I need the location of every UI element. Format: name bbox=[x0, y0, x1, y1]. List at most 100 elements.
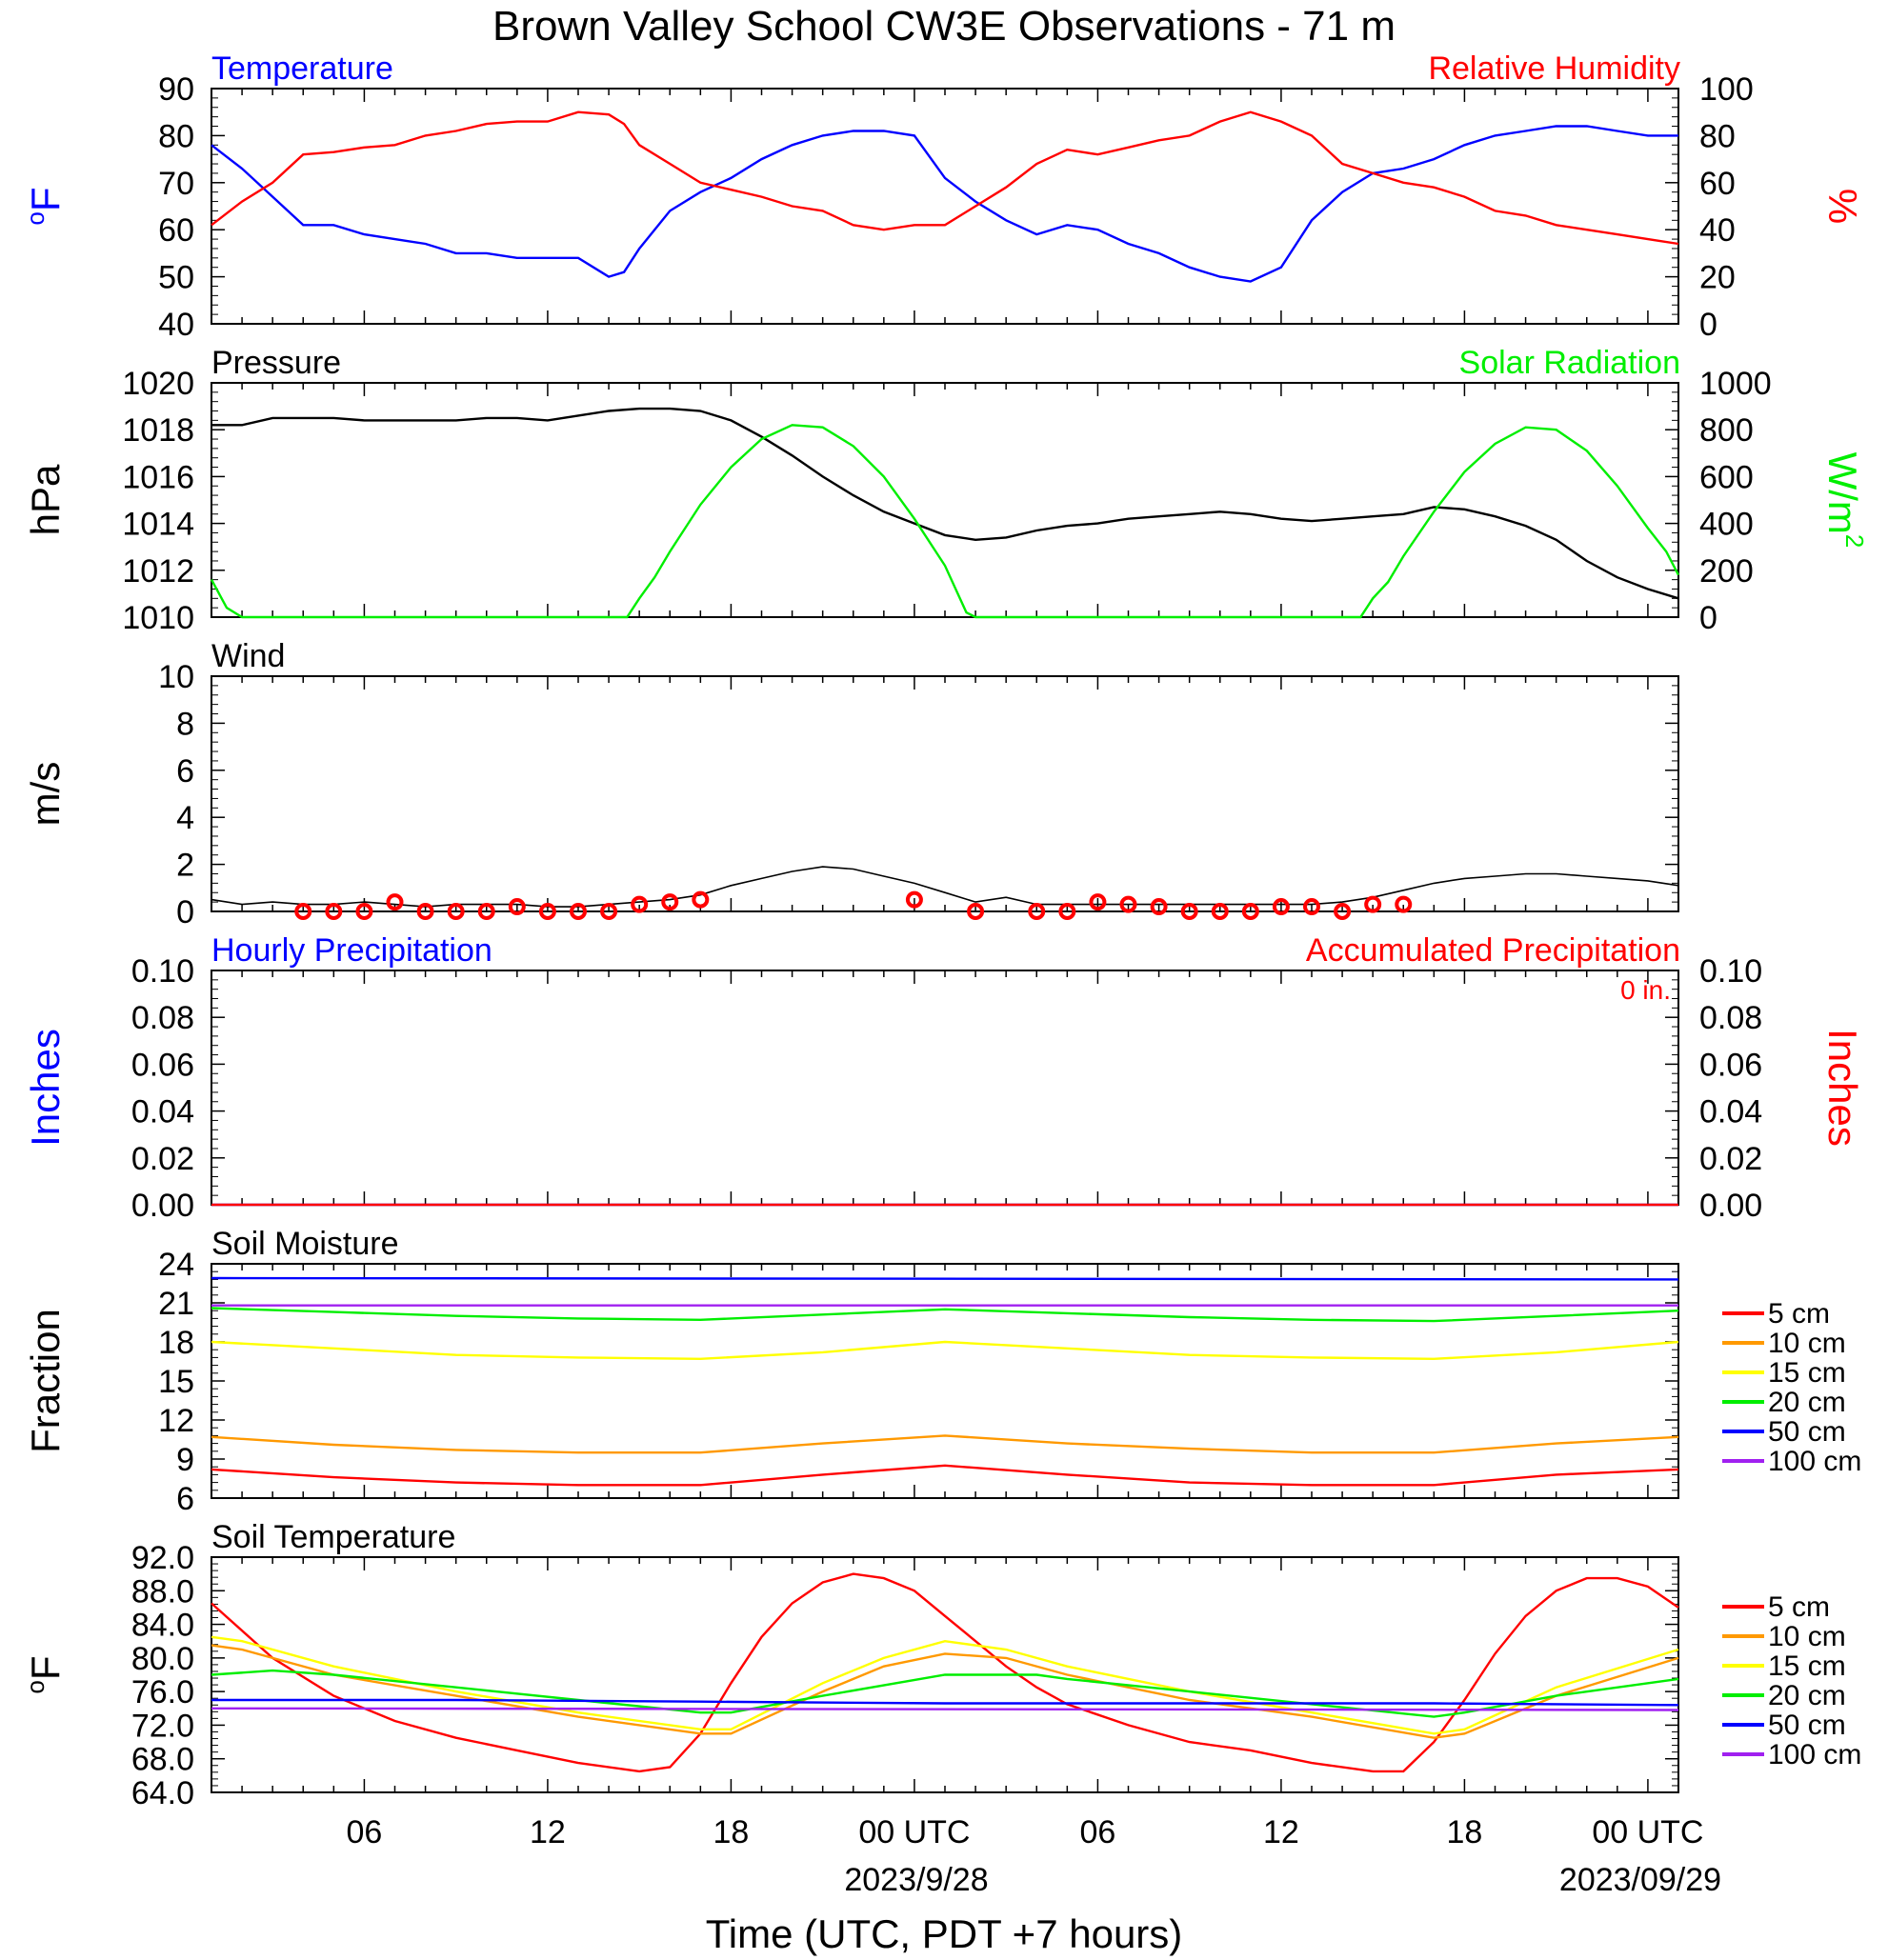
wind-calm-marker bbox=[477, 903, 495, 920]
y-tick-label-right: 0.10 bbox=[1699, 953, 1762, 990]
y-tick-label-right: 1000 bbox=[1699, 366, 1772, 402]
wind-calm-marker bbox=[661, 893, 679, 911]
series-line-temperature bbox=[211, 125, 1678, 283]
wind-calm-marker bbox=[538, 903, 556, 920]
wind-calm-marker bbox=[967, 903, 985, 920]
y-tick-label-left: 64.0 bbox=[131, 1775, 194, 1811]
series-line-10-cm bbox=[211, 1434, 1679, 1454]
y-tick-label-left: 21 bbox=[158, 1286, 194, 1322]
wind-calm-marker bbox=[416, 903, 434, 920]
wind-calm-marker bbox=[631, 895, 649, 913]
y-tick-label-left: 92.0 bbox=[131, 1540, 194, 1576]
panel-title-left: Temperature bbox=[211, 50, 393, 87]
wind-calm-marker bbox=[1150, 898, 1168, 916]
wind-calm-marker bbox=[508, 898, 526, 916]
panel-frame bbox=[211, 970, 1679, 1206]
wind-calm-marker bbox=[1180, 903, 1198, 920]
y-tick-label-left: 88.0 bbox=[131, 1573, 194, 1610]
series-line-20-cm bbox=[211, 1669, 1679, 1718]
series-line-pressure bbox=[211, 407, 1679, 600]
legend-label: 15 cm bbox=[1768, 1357, 1846, 1389]
series-line-100-cm bbox=[211, 1707, 1679, 1711]
y-tick-label-left: 72.0 bbox=[131, 1708, 194, 1744]
x-tick-label: 12 bbox=[1263, 1814, 1299, 1850]
panel-1: 40 50 60 70 80 90 0 20 40 60 80 100 Temperature Relat… bbox=[21, 50, 1865, 343]
panel-2: 1010 1012 1014 1016 1018 1020 0 200 400 600 800 100… bbox=[23, 345, 1869, 636]
y-tick-label-left: 80 bbox=[158, 118, 194, 154]
wind-calm-marker bbox=[386, 893, 404, 911]
y-tick-label-left: 12 bbox=[158, 1403, 194, 1439]
legend-label: 15 cm bbox=[1768, 1650, 1846, 1682]
wind-calm-marker bbox=[1303, 898, 1320, 916]
y-tick-label-right: 20 bbox=[1699, 260, 1736, 296]
x-axis-label: Time (UTC, PDT +7 hours) bbox=[706, 1911, 1183, 1956]
y-tick-label-right: 40 bbox=[1699, 212, 1736, 249]
y-tick-label-right: 200 bbox=[1699, 553, 1754, 590]
wind-calm-marker bbox=[355, 903, 373, 920]
y-axis-label-left: Inches bbox=[23, 1029, 68, 1147]
panel-title-left: Pressure bbox=[211, 345, 341, 381]
x-tick-label: 18 bbox=[713, 1814, 750, 1850]
y-axis-label-right: % bbox=[1820, 189, 1865, 224]
series-line-15-cm bbox=[211, 1340, 1679, 1361]
series-line-wind bbox=[211, 866, 1679, 908]
y-axis-label-left: m/s bbox=[23, 762, 68, 827]
panel-title-left: Soil Moisture bbox=[211, 1226, 399, 1262]
y-tick-label-left: 10 bbox=[158, 659, 194, 695]
y-tick-label-right: 100 bbox=[1699, 71, 1754, 108]
y-tick-label-right: 0.04 bbox=[1699, 1094, 1762, 1130]
y-tick-label-right: 80 bbox=[1699, 118, 1736, 154]
wind-calm-marker bbox=[1334, 903, 1352, 920]
y-tick-label-left: 90 bbox=[158, 71, 194, 108]
y-tick-label-right: 0.00 bbox=[1699, 1188, 1762, 1224]
wind-calm-marker bbox=[692, 890, 710, 909]
wind-calm-marker bbox=[294, 903, 312, 920]
series-line-15-cm bbox=[211, 1635, 1679, 1735]
y-tick-label-right: 0 bbox=[1699, 600, 1717, 636]
panel-frame bbox=[211, 382, 1679, 618]
panel-frame bbox=[211, 675, 1679, 912]
date-label-2: 2023/09/29 bbox=[1559, 1862, 1721, 1898]
y-tick-label-left: 80.0 bbox=[131, 1641, 194, 1677]
series-line-relative-humidity bbox=[211, 110, 1679, 246]
y-tick-label-left: 70 bbox=[158, 166, 194, 202]
wind-calm-marker bbox=[1089, 893, 1107, 911]
x-tick-label: 06 bbox=[1080, 1814, 1116, 1850]
y-tick-label-left: 8 bbox=[176, 706, 194, 742]
legend-label: 50 cm bbox=[1768, 1416, 1846, 1448]
y-tick-label-left: 2 bbox=[176, 848, 194, 884]
panel-title-left: Wind bbox=[211, 638, 285, 674]
panel-frame bbox=[211, 1263, 1679, 1499]
y-tick-label-right: 400 bbox=[1699, 507, 1754, 543]
y-tick-label-left: 84.0 bbox=[131, 1608, 194, 1644]
y-tick-label-left: 15 bbox=[158, 1364, 194, 1400]
wind-calm-marker bbox=[1119, 895, 1137, 913]
series-line-50-cm bbox=[211, 1276, 1679, 1281]
y-tick-label-right: 800 bbox=[1699, 412, 1754, 449]
y-tick-label-right: 0.02 bbox=[1699, 1141, 1762, 1177]
wind-calm-marker bbox=[1364, 895, 1382, 913]
y-tick-label-left: 24 bbox=[158, 1247, 194, 1283]
y-axis-label-right: Inches bbox=[1820, 1029, 1865, 1147]
legend-label: 10 cm bbox=[1768, 1328, 1846, 1359]
series-line-5-cm bbox=[211, 1572, 1679, 1773]
panel-6: 64.068.072.076.080.084.088.092.0 Soil Tem… bbox=[21, 1519, 1861, 1811]
y-tick-label-left: 1018 bbox=[122, 412, 194, 449]
legend-label: 5 cm bbox=[1768, 1591, 1830, 1623]
y-tick-label-right: 0.08 bbox=[1699, 1000, 1762, 1036]
y-tick-label-left: 18 bbox=[158, 1325, 194, 1361]
series-line-20-cm bbox=[211, 1307, 1679, 1323]
panel-title-right: Accumulated Precipitation bbox=[1306, 932, 1680, 969]
y-tick-label-left: 1020 bbox=[122, 366, 194, 402]
x-tick-label: 18 bbox=[1447, 1814, 1483, 1850]
y-tick-label-left: 1012 bbox=[122, 553, 194, 590]
panel-frame bbox=[211, 88, 1679, 325]
y-tick-label-left: 0.00 bbox=[131, 1188, 194, 1224]
y-tick-label-left: 0.10 bbox=[131, 953, 194, 990]
date-label-1: 2023/9/28 bbox=[844, 1862, 988, 1898]
y-tick-label-left: 6 bbox=[176, 1481, 194, 1517]
y-tick-label-left: 68.0 bbox=[131, 1742, 194, 1778]
